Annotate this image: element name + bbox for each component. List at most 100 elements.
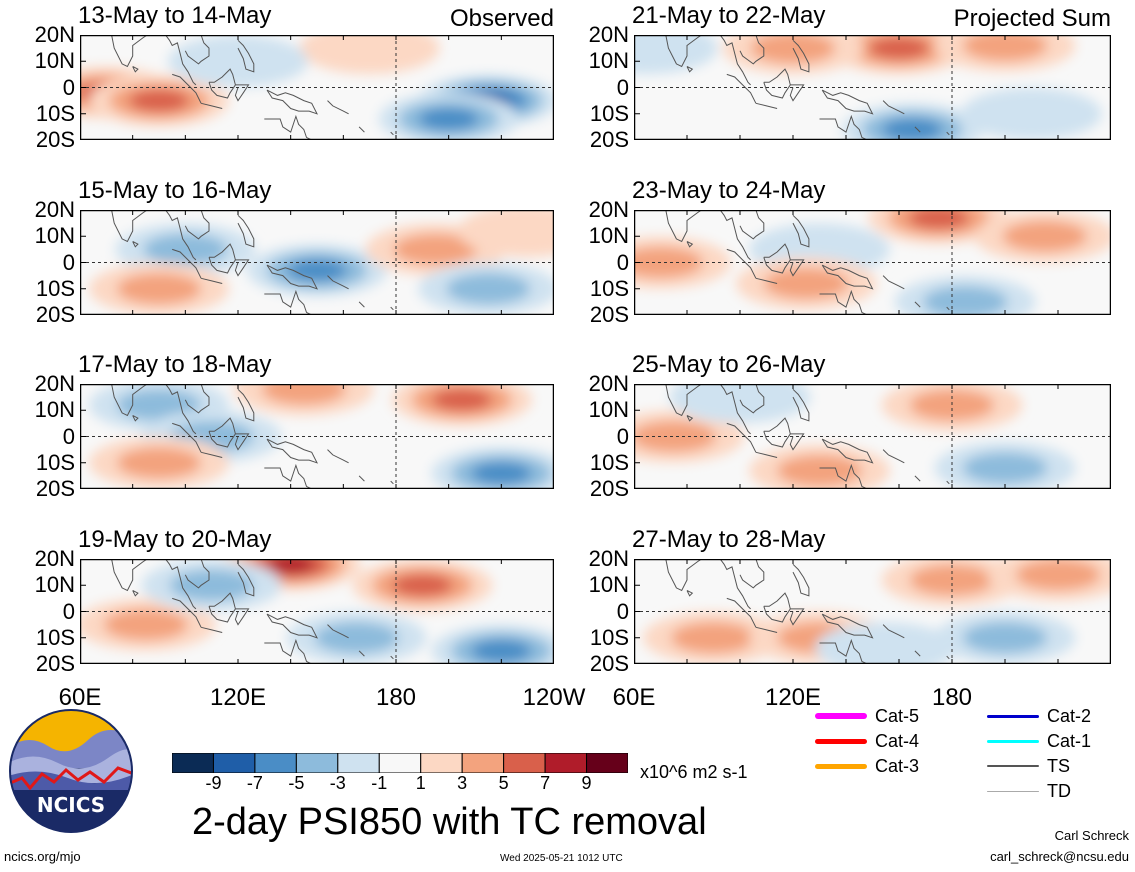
coastline	[755, 277, 778, 284]
coastline	[739, 35, 765, 65]
longitude-label: 180	[931, 684, 973, 711]
legend-item: Cat-4	[815, 731, 919, 751]
coastline	[327, 100, 349, 115]
coastline	[739, 559, 765, 589]
ncics-logo: NCICS	[9, 709, 133, 833]
field-contour	[962, 452, 1048, 484]
coastline	[946, 655, 950, 660]
field-contour	[669, 384, 811, 424]
coastline	[172, 248, 202, 279]
logo-text: NCICS	[37, 793, 105, 817]
main-title: 2-day PSI850 with TC removal	[192, 801, 707, 843]
latitude-label: 10S	[589, 275, 629, 301]
coastline	[665, 35, 703, 68]
panel-title: 27-May to 28-May	[632, 526, 826, 553]
colorbar-level: 3	[457, 773, 468, 793]
legend-item: Cat-2	[987, 706, 1091, 726]
psi850-map	[80, 35, 554, 140]
coastline	[763, 417, 791, 448]
panel-title: 17-May to 18-May	[78, 351, 272, 378]
coastline	[390, 480, 394, 485]
coastline	[184, 384, 210, 414]
coastline	[882, 449, 905, 464]
coastline	[789, 259, 805, 277]
latitude-label: 10S	[589, 100, 629, 126]
panel-title: 21-May to 22-May	[632, 2, 826, 29]
coastline	[132, 590, 139, 597]
field-contour	[815, 622, 957, 664]
latitude-label: 10N	[588, 48, 629, 74]
colorbar-bin	[420, 753, 463, 773]
colorbar-level: 7	[540, 773, 551, 793]
colorbar-level: 1	[415, 773, 426, 793]
coastline	[819, 114, 868, 140]
field-contour	[750, 35, 836, 64]
coastline	[726, 73, 757, 104]
coastline	[111, 35, 149, 68]
coastline	[763, 68, 791, 99]
field-contour	[882, 118, 943, 140]
colorbar-bin	[295, 753, 339, 773]
latitude-label: 20S	[589, 651, 629, 676]
coastline	[726, 248, 757, 279]
panel-title: 15-May to 16-May	[78, 177, 272, 204]
coastline	[792, 39, 810, 73]
coastline	[726, 597, 757, 628]
coastline	[792, 388, 810, 422]
legend-swatch	[815, 713, 867, 719]
legend-label: Cat-1	[1047, 731, 1092, 751]
coastline	[111, 559, 149, 592]
coastline	[184, 559, 210, 589]
field-contour	[908, 210, 969, 230]
coastline	[237, 214, 255, 248]
coastline	[184, 35, 210, 65]
field-contour	[261, 384, 346, 405]
legend-label: TS	[1047, 756, 1071, 776]
field-contour	[868, 36, 930, 60]
latitude-label: 10S	[589, 624, 629, 650]
coastline	[172, 73, 202, 104]
coastline	[914, 126, 921, 133]
field-contour	[267, 559, 314, 573]
coastline	[726, 422, 757, 453]
coastline	[200, 451, 223, 458]
legend-swatch	[987, 714, 1039, 718]
coastline	[327, 449, 349, 464]
latitude-label: 0	[62, 249, 75, 275]
coastline	[686, 590, 694, 597]
latitude-label: 10N	[34, 572, 75, 598]
coastline	[237, 39, 255, 73]
coastline	[946, 480, 950, 485]
coastline	[264, 638, 312, 664]
field-contour	[446, 273, 531, 305]
psi850-map	[80, 559, 554, 664]
field-contour	[634, 35, 718, 75]
panel-tag: Projected Sum	[953, 5, 1111, 32]
longitude-label: 60E	[58, 684, 102, 711]
coastline	[719, 210, 751, 261]
coastline	[264, 289, 312, 315]
field-contour	[1002, 220, 1088, 252]
colorbar-bin	[586, 753, 628, 773]
psi850-map	[634, 384, 1111, 489]
legend-label: Cat-5	[875, 706, 920, 726]
footer-author: Carl Schreck	[1054, 828, 1129, 843]
field-contour	[103, 609, 188, 641]
longitude-label: 60E	[612, 684, 656, 711]
coastline	[266, 89, 318, 115]
coastline	[132, 241, 139, 248]
latitude-label: 20N	[34, 546, 75, 571]
coastline	[719, 384, 751, 435]
legend-item: TD	[987, 781, 1071, 801]
latitude-label: 20N	[588, 22, 629, 47]
field-contour	[763, 267, 849, 300]
latitude-label: 10N	[34, 397, 75, 423]
coastline	[789, 433, 805, 451]
coastline	[327, 275, 349, 290]
latitude-label: 0	[62, 74, 75, 100]
coastline	[665, 384, 703, 417]
field-contour	[634, 420, 717, 453]
coastline	[819, 463, 868, 489]
coastline	[200, 277, 223, 284]
latitude-label: 20S	[35, 476, 75, 501]
